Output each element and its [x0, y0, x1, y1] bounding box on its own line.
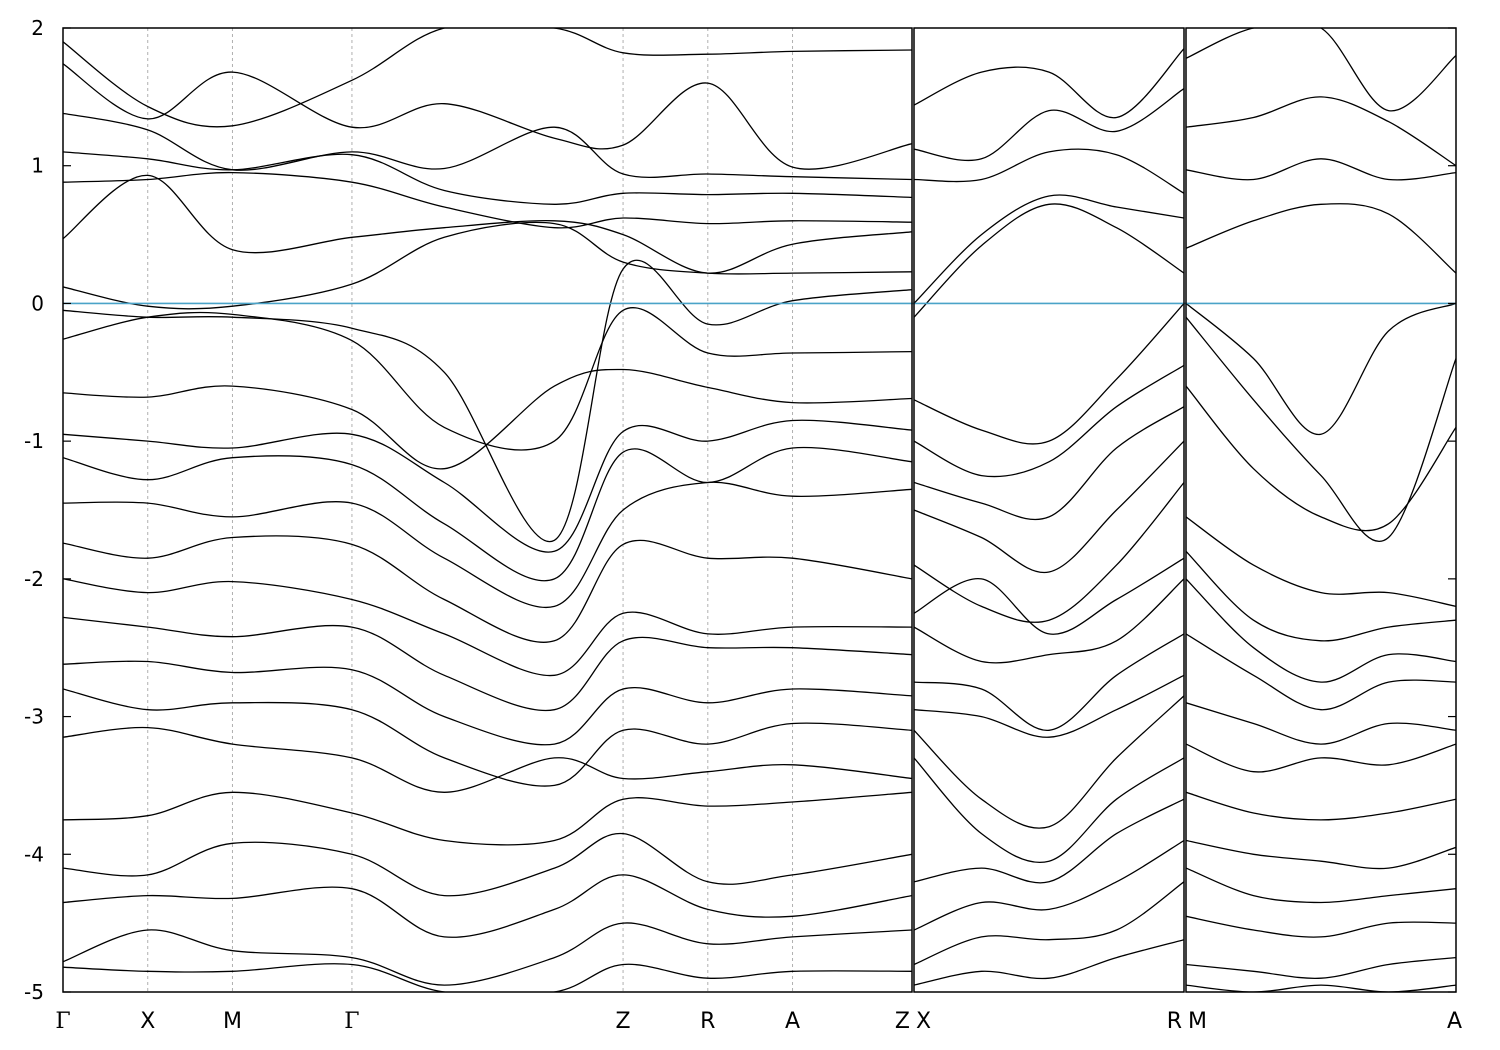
band-line	[63, 446, 912, 582]
kpoint-label: Z	[895, 1009, 910, 1034]
band-line	[63, 174, 912, 274]
plot-frame	[62, 27, 1457, 993]
kpoint-label: Z	[616, 1009, 631, 1034]
band-line	[1186, 578, 1456, 683]
band-line	[1186, 158, 1456, 181]
band-line	[63, 63, 912, 170]
band-line	[63, 221, 912, 310]
band-line	[63, 963, 912, 992]
panel-frame	[913, 27, 1185, 993]
band-line	[63, 791, 912, 846]
band-line	[1186, 839, 1456, 870]
band-line	[63, 922, 912, 986]
band-line	[63, 481, 912, 609]
y-tick-label: -4	[24, 842, 44, 866]
band-line	[1186, 956, 1456, 980]
band-line	[63, 28, 912, 128]
band-line	[914, 364, 1184, 478]
band-line	[63, 535, 912, 643]
band-line	[1186, 302, 1456, 435]
band-line	[914, 440, 1184, 574]
band-line	[914, 482, 1184, 623]
band-line	[914, 633, 1184, 731]
band-line	[1186, 791, 1456, 821]
band-line	[914, 939, 1184, 986]
band-line	[63, 688, 912, 787]
band-line	[63, 368, 912, 470]
band-line	[63, 259, 912, 543]
band-line	[1186, 316, 1456, 542]
band-line	[1186, 915, 1456, 938]
band-line	[914, 88, 1184, 162]
kpoint-label: R	[700, 1009, 715, 1034]
kpoint-label: X	[140, 1009, 155, 1034]
band-line	[914, 757, 1184, 863]
band-line	[914, 406, 1184, 521]
band-line	[914, 557, 1184, 635]
band-line	[914, 194, 1184, 304]
band-line	[63, 419, 912, 553]
band-line	[914, 674, 1184, 738]
band-line	[1186, 28, 1456, 112]
kpoint-label: M	[223, 1009, 242, 1034]
band-line	[63, 151, 912, 205]
y-tick-label: -1	[24, 429, 44, 453]
y-tick-label: -2	[24, 567, 44, 591]
band-line	[1186, 516, 1456, 608]
band-line	[1186, 203, 1456, 274]
kpoint-label: X	[916, 1009, 931, 1034]
kpoint-label: Γ	[344, 1009, 359, 1034]
y-tick-label: -3	[24, 705, 44, 729]
band-line	[63, 307, 912, 451]
kpoint-label: Γ	[55, 1009, 70, 1034]
panel-frame	[1185, 27, 1457, 993]
band-line	[1186, 867, 1456, 904]
band-line	[914, 302, 1184, 445]
band-line	[63, 578, 912, 677]
band-line	[63, 726, 912, 793]
band-line	[63, 112, 912, 181]
kpoint-label: A	[1447, 1009, 1462, 1034]
band-line	[1186, 702, 1456, 745]
band-line	[63, 874, 912, 938]
y-tick-label: 1	[31, 154, 44, 178]
band-line	[63, 832, 912, 897]
band-lines	[63, 28, 1456, 992]
band-line	[63, 171, 912, 229]
kpoint-label: A	[785, 1009, 800, 1034]
band-line	[914, 695, 1184, 829]
band-line	[1186, 550, 1456, 642]
band-line	[914, 578, 1184, 664]
band-line	[63, 660, 912, 746]
band-line	[1186, 96, 1456, 167]
band-line	[914, 48, 1184, 119]
band-line	[63, 616, 912, 712]
band-line	[1186, 385, 1456, 532]
panel-frame	[62, 27, 913, 993]
y-axis-ticks: 2 1 0 -1 -2 -3 -4 -5	[24, 16, 1456, 1004]
kpoint-label: M	[1188, 1009, 1207, 1034]
y-tick-label: 2	[31, 16, 44, 40]
band-line	[1186, 984, 1456, 992]
band-line	[914, 798, 1184, 884]
band-line	[914, 839, 1184, 931]
band-line	[1186, 633, 1456, 711]
band-line	[914, 148, 1184, 194]
band-line	[1186, 743, 1456, 773]
y-tick-label: -5	[24, 980, 44, 1004]
band-line	[914, 203, 1184, 318]
y-tick-label: 0	[31, 291, 44, 315]
kpoint-label: R	[1167, 1009, 1182, 1034]
band-line	[914, 881, 1184, 966]
